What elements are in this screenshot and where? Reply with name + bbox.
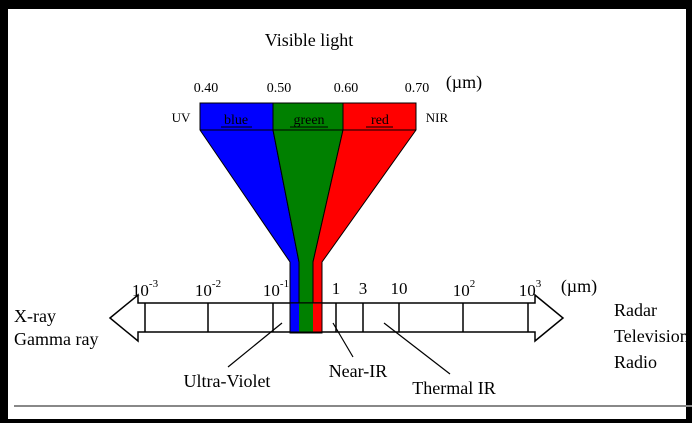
scale-tick-label: 10 (391, 279, 408, 298)
band-label-blue: blue (224, 113, 248, 128)
scale-tick-label: 10-3 (132, 278, 159, 300)
left-label: X-ray (14, 306, 56, 326)
scale-tick-label: 10-2 (195, 278, 221, 300)
visible-tick-label: 0.40 (194, 81, 219, 96)
band-label-red: red (371, 113, 389, 128)
visible-tick-label: 0.60 (334, 81, 359, 96)
scale-tick-label: 3 (359, 279, 368, 298)
thermal-ir-callout-line (383, 322, 451, 375)
scale-red-slice (313, 303, 322, 332)
ultraviolet-callout-line (227, 322, 283, 368)
frame-left (0, 0, 8, 423)
left-label: Gamma ray (14, 329, 98, 349)
scale-tick-label: 103 (519, 278, 542, 300)
diagram-title: Visible light (265, 30, 353, 50)
near-ir-callout-line (332, 322, 354, 358)
scale-blue-slice (290, 303, 299, 332)
red-band (312, 102, 417, 334)
visible-unit-label: (µm) (446, 72, 482, 93)
scale-tick-label: 1 (332, 279, 341, 298)
visible-tick-label: 0.70 (405, 81, 430, 96)
scale-green-slice (299, 303, 313, 332)
right-label: Radar (614, 300, 657, 320)
uv-label: UV (172, 110, 191, 125)
scale-tick-label: 10-1 (263, 278, 289, 300)
scale-slice-outline (289, 302, 323, 333)
scale-tick-label: 102 (453, 278, 476, 300)
scale-unit-label: (µm) (561, 276, 597, 297)
ultraviolet-label: Ultra-Violet (184, 371, 271, 391)
visible-tick-label: 0.50 (267, 81, 292, 96)
frame-right (686, 0, 692, 423)
right-label: Radio (614, 352, 657, 372)
frame-bottom (0, 419, 692, 423)
frame-top (0, 0, 692, 9)
thermal-ir-label: Thermal IR (412, 378, 495, 398)
right-label: Television (614, 326, 689, 346)
nir-label: NIR (426, 110, 449, 125)
band-label-green: green (293, 113, 324, 128)
near-ir-label: Near-IR (329, 361, 388, 381)
